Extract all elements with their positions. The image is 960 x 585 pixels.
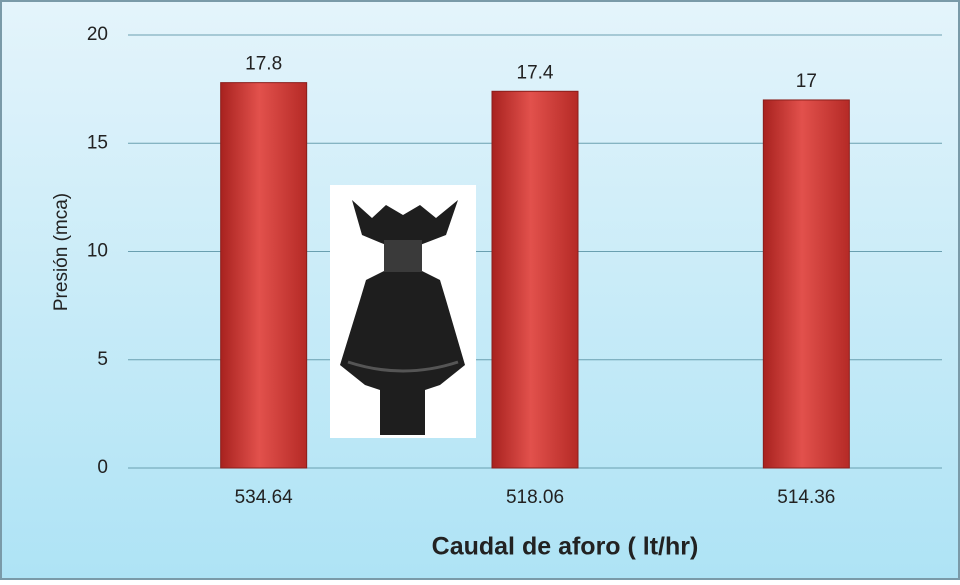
x-tick-label: 534.64 [235, 487, 294, 508]
bar [491, 90, 579, 469]
bar [762, 99, 850, 469]
x-tick-label: 514.36 [777, 487, 835, 508]
y-tick-label: 15 [87, 132, 108, 153]
y-axis-label: Presión (mca) [51, 193, 72, 311]
data-label: 17.8 [245, 54, 282, 75]
bar [220, 82, 308, 469]
data-label: 17.4 [517, 62, 554, 83]
data-label: 17 [796, 71, 817, 92]
sprinkler-image [330, 185, 476, 438]
y-tick-label: 0 [97, 457, 108, 478]
y-tick-label: 20 [87, 24, 108, 45]
x-axis-label: Caudal de aforo ( lt/hr) [432, 533, 699, 561]
x-tick-label: 518.06 [506, 487, 564, 508]
y-tick-label: 10 [87, 241, 108, 262]
y-tick-label: 5 [97, 349, 108, 370]
